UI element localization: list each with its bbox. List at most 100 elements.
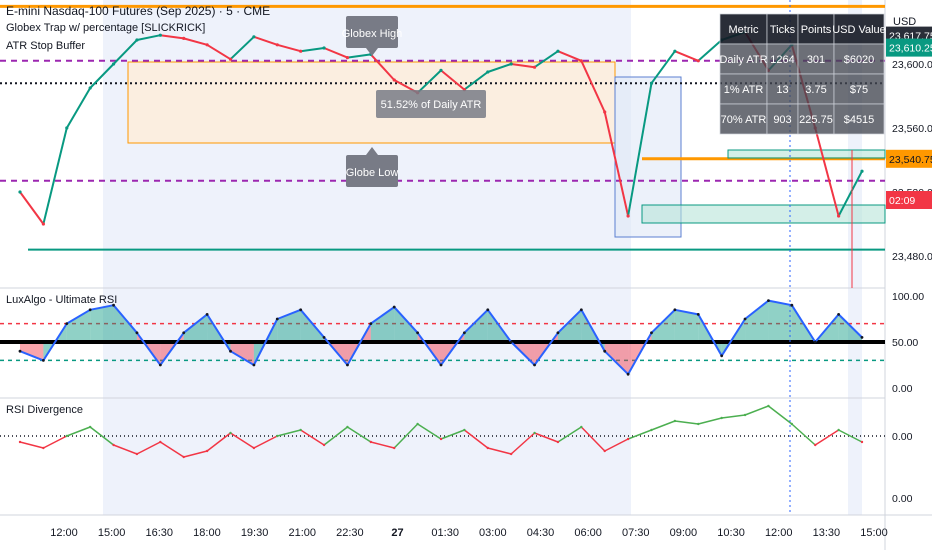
rsi-fill <box>277 309 301 342</box>
rsi-point <box>88 308 92 312</box>
rsi-point <box>509 340 513 344</box>
divergence-point <box>112 443 115 447</box>
divergence-segment <box>393 423 419 449</box>
price-point <box>392 78 396 82</box>
indicator-atr-stop[interactable]: ATR Stop Buffer <box>6 40 86 52</box>
symbol-title[interactable]: E-mini Nasdaq-100 Futures (Sep 2025) · 5… <box>6 4 271 18</box>
divergence-point <box>650 428 653 432</box>
price-point <box>532 65 537 69</box>
divergence-point <box>135 452 139 456</box>
price-segment <box>136 34 161 41</box>
rsi-segment <box>720 318 746 357</box>
rsi-point <box>743 317 747 321</box>
rsi-fill <box>20 342 44 361</box>
time-tick-label: 09:00 <box>670 527 698 539</box>
price-segment <box>440 69 466 91</box>
divergence-segment <box>300 429 325 446</box>
divergence-point <box>720 416 723 420</box>
divergence-pane-label[interactable]: RSI Divergence <box>6 404 84 416</box>
divergence-segment <box>838 429 863 443</box>
rsi-point <box>650 331 653 335</box>
price-point <box>486 70 490 74</box>
atr-table-header: Points <box>801 24 832 36</box>
divergence-point <box>463 428 466 432</box>
divergence-point <box>533 431 536 435</box>
divergence-point <box>182 455 185 459</box>
price-segment <box>277 43 301 53</box>
atr-table: Metric Ticks Points USD Value Daily ATR 1264 3… <box>719 13 886 135</box>
price-segment <box>19 191 45 225</box>
price-point <box>65 126 69 130</box>
atr-table-cell <box>797 73 835 105</box>
atr-table-cell <box>766 43 799 75</box>
atr-table-value: 1264 <box>770 54 794 66</box>
rsi-point <box>439 363 443 367</box>
divergence-point <box>18 440 22 444</box>
time-tick-label: 01:30 <box>431 527 459 539</box>
time-tick-label: 04:30 <box>527 527 555 539</box>
atr-table-value: 301 <box>807 54 825 66</box>
price-segment <box>160 34 184 40</box>
divergence-segment <box>487 447 512 455</box>
price-point <box>439 68 443 72</box>
price-segment <box>463 71 489 91</box>
price-segment <box>229 36 255 60</box>
rsi-segment <box>440 332 466 366</box>
price-segment <box>674 50 699 62</box>
rsi-pane <box>0 299 885 376</box>
atr-table-value: $75 <box>850 84 868 96</box>
rsi-segment <box>533 332 559 366</box>
rsi-point <box>837 313 841 316</box>
rsi-segment <box>416 332 442 366</box>
price-point <box>649 81 654 85</box>
divergence-point <box>837 428 840 432</box>
divergence-segment <box>183 450 208 458</box>
divergence-segment <box>206 432 231 452</box>
divergence-point <box>556 440 560 444</box>
atr-table-cell <box>719 103 768 135</box>
price-point <box>509 62 513 66</box>
divergence-point <box>205 449 209 453</box>
time-tick-label: 15:00 <box>860 527 888 539</box>
price-point <box>41 222 45 226</box>
atr-table-cell <box>833 103 885 135</box>
rsi-fill <box>347 323 371 365</box>
atr-table-value: 3.75 <box>805 84 826 96</box>
price-point <box>603 110 607 114</box>
rsi-pane-label[interactable]: LuxAlgo - Ultimate RSI <box>6 294 118 306</box>
time-axis[interactable]: 12:00 15:00 16:30 18:00 19:30 21:00 22:30 27 01:… <box>50 527 888 539</box>
atr-table-value: 70% ATR <box>721 114 767 126</box>
price-point <box>673 49 677 53</box>
atr-table-value: $6020 <box>844 54 875 66</box>
time-tick-label: 03:00 <box>479 527 507 539</box>
divergence-segment <box>89 426 115 446</box>
rsi-segment <box>814 313 840 343</box>
rsi-fill <box>90 305 114 342</box>
divergence-point <box>229 431 232 435</box>
globex-high-callout: Globex High <box>342 16 402 56</box>
divergence-axis: 0.00 0.00 <box>892 431 913 505</box>
divergence-segment <box>463 429 489 449</box>
divergence-segment <box>159 441 185 458</box>
divergence-segment <box>230 432 255 449</box>
divergence-tick-label: 0.00 <box>892 493 913 505</box>
rsi-point <box>299 308 303 312</box>
rsi-segment <box>370 306 395 325</box>
rsi-tick-label: 50.00 <box>892 337 918 349</box>
price-point <box>556 49 560 53</box>
pct-atr-callout: 51.52% of Daily ATR <box>376 90 486 118</box>
divergence-point <box>65 434 68 438</box>
divergence-point <box>299 428 302 432</box>
price-tag-label: 02:09 <box>889 195 915 207</box>
currency-label[interactable]: USD <box>893 16 917 28</box>
rsi-point <box>860 336 864 339</box>
divergence-segment <box>744 405 769 416</box>
atr-table-value: 225.75 <box>799 114 833 126</box>
stop-zone-right <box>727 149 886 159</box>
divergence-point <box>416 422 419 426</box>
rsi-segment <box>183 313 208 334</box>
rsi-point <box>533 363 536 367</box>
rsi-point <box>65 322 69 325</box>
indicator-globex-trap[interactable]: Globex Trap w/ percentage [SLICKRICK] <box>6 22 206 34</box>
